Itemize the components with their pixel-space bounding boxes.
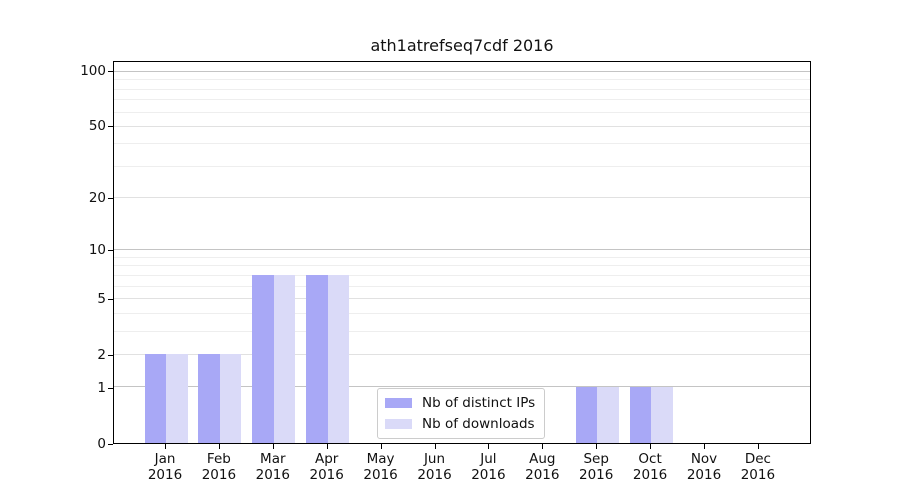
plot-area: Nb of distinct IPs Nb of downloads: [113, 61, 811, 444]
bar-downloads-oct: [651, 386, 673, 443]
gridline-minor-8: [114, 265, 810, 267]
bar-distinct-ips-oct: [629, 386, 652, 443]
gridline-minor-3: [114, 330, 810, 332]
x-tick-label-feb: Feb 2016: [201, 451, 237, 483]
x-tick-label-nov: Nov 2016: [686, 451, 722, 483]
bar-downloads-sep: [597, 386, 619, 443]
x-tick-mark: [434, 444, 436, 449]
x-tick-mark: [218, 444, 220, 449]
y-tick-mark: [108, 299, 113, 301]
gridline-minor-7: [114, 274, 810, 276]
x-tick-label-apr: Apr 2016: [309, 451, 344, 483]
x-tick-label-sep: Sep 2016: [579, 451, 614, 483]
y-tick-label-20: 20: [88, 189, 106, 206]
gridline-10: [114, 249, 810, 251]
gridline-minor-70: [114, 99, 810, 101]
y-tick-mark: [108, 355, 113, 357]
bar-downloads-feb: [219, 354, 242, 443]
x-tick-label-jul: Jul 2016: [471, 451, 506, 483]
gridline-50: [114, 125, 810, 127]
chart-title: ath1atrefseq7cdf 2016: [370, 36, 554, 55]
gridline-5: [114, 297, 810, 299]
legend-label: Nb of distinct IPs: [422, 395, 536, 411]
bar-distinct-ips-jan: [144, 354, 166, 443]
y-tick-mark: [108, 250, 113, 252]
x-tick-mark: [380, 444, 382, 449]
y-tick-label-1: 1: [97, 379, 106, 396]
x-tick-mark: [596, 444, 598, 449]
x-tick-mark: [488, 444, 490, 449]
y-tick-label-2: 2: [97, 347, 106, 364]
bar-distinct-ips-feb: [198, 354, 220, 443]
x-tick-label-aug: Aug 2016: [525, 451, 560, 483]
y-tick-mark: [108, 70, 113, 72]
y-tick-mark: [108, 197, 113, 199]
legend-label: Nb of downloads: [422, 416, 535, 432]
bar-distinct-ips-mar: [252, 274, 274, 443]
gridline-minor-9: [114, 256, 810, 258]
x-tick-mark: [326, 444, 328, 449]
y-tick-label-100: 100: [80, 62, 106, 79]
y-tick-mark: [108, 126, 113, 128]
legend: Nb of distinct IPs Nb of downloads: [377, 388, 546, 439]
x-tick-mark: [542, 444, 544, 449]
legend-row: Nb of distinct IPs: [385, 395, 535, 411]
legend-swatch-downloads: [385, 419, 412, 429]
gridline-minor-6: [114, 285, 810, 287]
gridline-minor-30: [114, 165, 810, 167]
bar-downloads-apr: [327, 274, 350, 443]
x-tick-mark: [757, 444, 759, 449]
bar-distinct-ips-sep: [575, 386, 598, 443]
gridline-minor-80: [114, 88, 810, 90]
y-tick-mark: [108, 387, 113, 389]
legend-swatch-distinct-ips: [385, 398, 412, 408]
x-tick-label-may: May 2016: [363, 451, 398, 483]
gridline-20: [114, 197, 810, 199]
gridline-minor-90: [114, 79, 810, 81]
y-tick-label-50: 50: [88, 118, 106, 135]
y-tick-mark: [108, 444, 113, 445]
x-tick-label-dec: Dec 2016: [740, 451, 776, 483]
x-tick-label-jun: Jun 2016: [417, 451, 452, 483]
gridline-100: [114, 70, 810, 72]
legend-row: Nb of downloads: [385, 416, 535, 432]
bar-distinct-ips-apr: [306, 274, 328, 443]
y-tick-label-5: 5: [97, 291, 106, 308]
x-tick-label-mar: Mar 2016: [255, 451, 290, 483]
bar-downloads-mar: [273, 274, 296, 443]
y-axis-labels: 0 1 2 5 10 20 50 100: [0, 61, 106, 452]
x-tick-mark: [165, 444, 166, 449]
x-tick-mark: [272, 444, 274, 449]
y-tick-label-0: 0: [97, 436, 106, 452]
x-tick-mark: [704, 444, 705, 449]
x-tick-label-oct: Oct 2016: [632, 451, 668, 483]
gridline-minor-60: [114, 111, 810, 113]
x-tick-mark: [650, 444, 652, 449]
y-tick-label-10: 10: [88, 242, 106, 259]
gridline-minor-40: [114, 143, 810, 145]
bar-downloads-jan: [166, 354, 188, 443]
gridline-minor-4: [114, 312, 810, 314]
x-tick-label-jan: Jan 2016: [147, 451, 183, 483]
